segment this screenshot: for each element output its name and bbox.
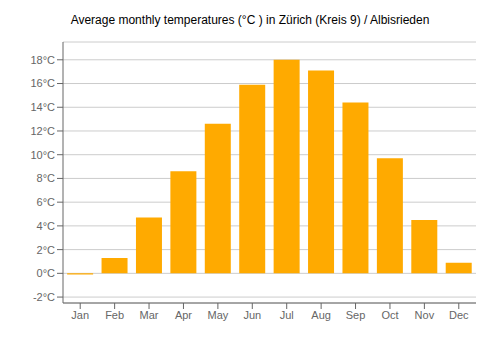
svg-text:Oct: Oct xyxy=(381,309,398,321)
svg-text:4°C: 4°C xyxy=(37,220,56,232)
svg-text:Sep: Sep xyxy=(346,309,366,321)
svg-text:18°C: 18°C xyxy=(30,54,55,66)
svg-text:14°C: 14°C xyxy=(30,101,55,113)
svg-text:6°C: 6°C xyxy=(37,196,56,208)
svg-text:8°C: 8°C xyxy=(37,172,56,184)
svg-text:May: May xyxy=(207,309,228,321)
svg-text:Dec: Dec xyxy=(449,309,469,321)
svg-text:Nov: Nov xyxy=(415,309,435,321)
svg-text:-2°C: -2°C xyxy=(33,291,55,303)
svg-text:Mar: Mar xyxy=(140,309,159,321)
svg-text:16°C: 16°C xyxy=(30,77,55,89)
svg-text:2°C: 2°C xyxy=(37,244,56,256)
svg-text:Jun: Jun xyxy=(243,309,261,321)
svg-text:Apr: Apr xyxy=(175,309,192,321)
svg-text:Jul: Jul xyxy=(280,309,294,321)
svg-text:Jan: Jan xyxy=(71,309,89,321)
svg-text:Feb: Feb xyxy=(105,309,124,321)
svg-text:Aug: Aug xyxy=(311,309,331,321)
html-text:Average monthly temperatures (: Average monthly temperatures (°C ) in Zü… xyxy=(70,13,430,27)
svg-text:10°C: 10°C xyxy=(30,149,55,161)
svg-text:12°C: 12°C xyxy=(30,125,55,137)
svg-text:0°C: 0°C xyxy=(37,267,56,279)
